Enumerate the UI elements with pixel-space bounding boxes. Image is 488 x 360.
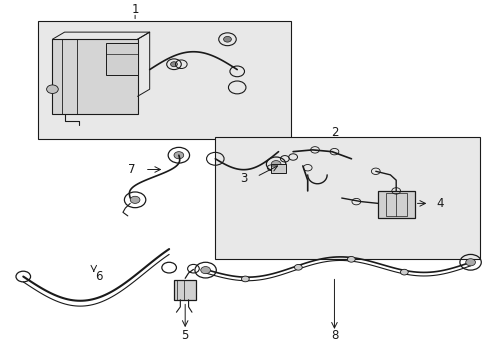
Circle shape [400,269,407,275]
Circle shape [170,62,177,67]
Bar [52,39,137,114]
Text: 8: 8 [330,329,337,342]
Bar [215,138,479,259]
Bar [38,21,290,139]
Text: 2: 2 [330,126,338,139]
Circle shape [46,85,58,94]
Circle shape [174,152,183,159]
Bar [385,193,407,216]
Text: 6: 6 [95,270,102,283]
Circle shape [130,196,140,203]
Bar [106,43,137,75]
Bar [271,164,285,173]
Text: 5: 5 [181,329,188,342]
Bar [174,280,196,300]
Circle shape [201,266,210,274]
Text: 3: 3 [240,172,247,185]
Text: 7: 7 [127,163,135,176]
Text: 1: 1 [131,3,139,16]
Circle shape [223,36,231,42]
Bar [377,191,414,218]
Circle shape [271,161,281,168]
Circle shape [241,276,249,282]
Circle shape [465,259,474,266]
Circle shape [347,256,354,262]
Text: 4: 4 [436,197,443,210]
Circle shape [294,265,302,270]
